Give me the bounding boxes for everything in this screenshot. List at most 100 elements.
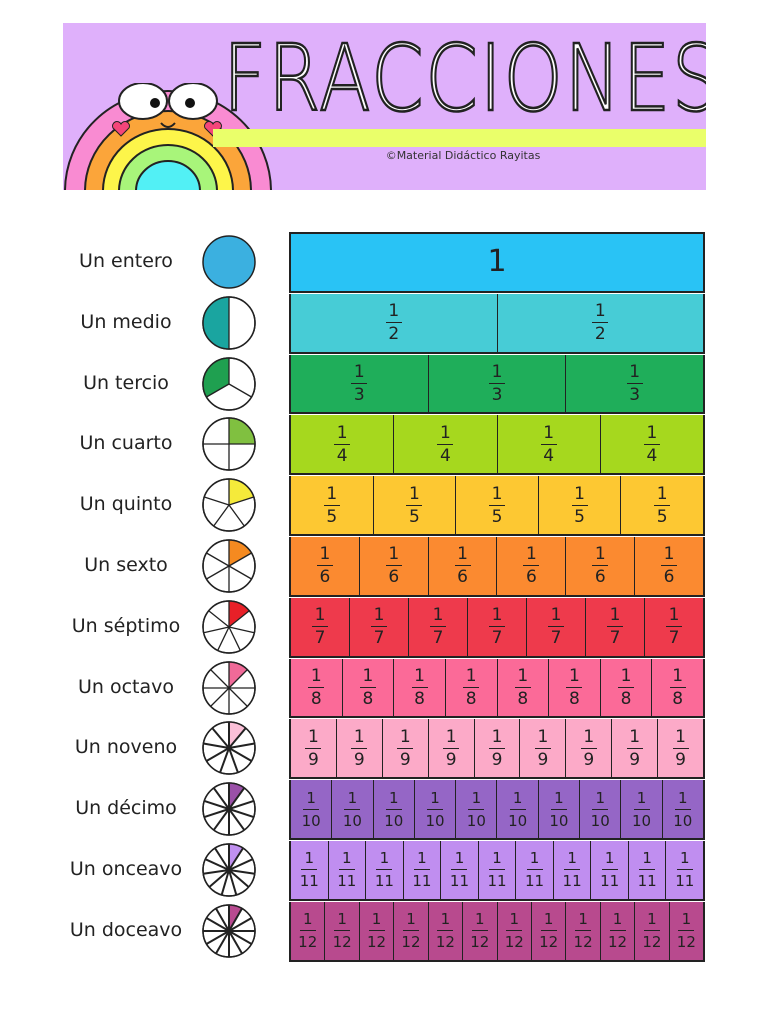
shaded-slice bbox=[203, 296, 229, 349]
fraction-line bbox=[451, 869, 468, 871]
fraction-cell: 1 12 bbox=[635, 901, 670, 960]
fraction-line bbox=[443, 747, 460, 749]
numerator: 1 bbox=[583, 726, 595, 747]
fraction-line bbox=[463, 686, 480, 688]
numerator: 1 bbox=[492, 849, 502, 868]
denominator: 2 bbox=[388, 324, 400, 345]
numerator: 1 bbox=[543, 910, 554, 929]
fraction-line bbox=[509, 808, 526, 810]
denominator: 9 bbox=[399, 749, 411, 770]
header-banner: FRACCIONES ©Material Didáctico Rayitas bbox=[63, 23, 706, 190]
denominator: 4 bbox=[543, 445, 555, 466]
fraction-cell: 1 10 bbox=[580, 780, 622, 838]
fraction-line bbox=[308, 686, 325, 688]
fraction-line bbox=[413, 869, 430, 871]
denominator: 9 bbox=[629, 749, 641, 770]
row-label: Un onceavo bbox=[69, 858, 183, 880]
numerator: 1 bbox=[408, 483, 420, 504]
fraction-line bbox=[534, 747, 551, 749]
fraction-circle-icon bbox=[202, 660, 256, 715]
denominator: 4 bbox=[439, 445, 451, 466]
fraction-cell: 1 12 bbox=[463, 901, 498, 960]
fraction-line bbox=[468, 808, 485, 810]
numerator: 1 bbox=[445, 726, 457, 747]
fraction-line bbox=[626, 747, 643, 749]
fraction-cell: 1 12 bbox=[566, 901, 601, 960]
numerator: 1 bbox=[454, 849, 465, 868]
numerator: 1 bbox=[620, 665, 632, 686]
numerator: 1 bbox=[663, 544, 675, 565]
numerator: 1 bbox=[388, 788, 399, 807]
fraction-circle-icon bbox=[202, 904, 256, 958]
denominator: 11 bbox=[374, 872, 394, 891]
denominator: 11 bbox=[449, 872, 469, 891]
fraction-cell: 1 12 bbox=[291, 901, 326, 960]
denominator: 11 bbox=[525, 872, 545, 891]
header-stripe bbox=[213, 129, 706, 147]
fraction-line bbox=[643, 443, 660, 445]
numerator: 1 bbox=[362, 665, 374, 686]
numerator: 1 bbox=[347, 788, 358, 807]
numerator: 1 bbox=[414, 665, 425, 686]
fraction-line bbox=[566, 686, 583, 688]
numerator: 1 bbox=[509, 910, 520, 929]
fraction-line bbox=[368, 930, 385, 932]
fraction-line bbox=[540, 443, 557, 445]
numerator: 1 bbox=[672, 665, 684, 686]
fraction-line bbox=[506, 930, 523, 932]
denominator: 10 bbox=[673, 811, 693, 830]
fraction-line bbox=[633, 808, 650, 810]
denominator: 8 bbox=[465, 688, 477, 709]
denominator: 10 bbox=[508, 811, 528, 830]
denominator: 3 bbox=[629, 384, 641, 405]
numerator: 1 bbox=[406, 910, 416, 929]
fraction-line bbox=[550, 808, 567, 810]
fraction-cell: 1 12 bbox=[394, 901, 429, 960]
numerator: 1 bbox=[306, 788, 316, 807]
denominator: 8 bbox=[672, 688, 684, 709]
denominator: 9 bbox=[537, 749, 549, 770]
numerator: 1 bbox=[432, 605, 444, 626]
denominator: 12 bbox=[573, 933, 593, 952]
denominator: 12 bbox=[435, 933, 455, 952]
numerator: 1 bbox=[457, 544, 468, 565]
denominator: 4 bbox=[646, 445, 658, 466]
row-label: Un sexto bbox=[84, 554, 168, 576]
denominator: 10 bbox=[590, 811, 610, 830]
denominator: 3 bbox=[491, 384, 503, 405]
fraction-circle-icon bbox=[202, 843, 256, 897]
numerator: 1 bbox=[440, 910, 451, 929]
numerator: 1 bbox=[609, 605, 621, 626]
numerator: 1 bbox=[612, 910, 623, 929]
fraction-cell: 1 11 bbox=[479, 841, 517, 899]
copyright-text: ©Material Didáctico Rayitas bbox=[385, 149, 541, 162]
denominator: 11 bbox=[637, 872, 657, 891]
numerator: 1 bbox=[529, 849, 540, 868]
denominator: 11 bbox=[600, 872, 620, 891]
denominator: 8 bbox=[517, 688, 529, 709]
numerator: 1 bbox=[342, 849, 352, 868]
denominator: 12 bbox=[401, 933, 421, 952]
fraction-line bbox=[303, 808, 320, 810]
numerator: 1 bbox=[647, 910, 657, 929]
fraction-circle-icon bbox=[202, 356, 256, 411]
denominator: 6 bbox=[457, 567, 468, 588]
